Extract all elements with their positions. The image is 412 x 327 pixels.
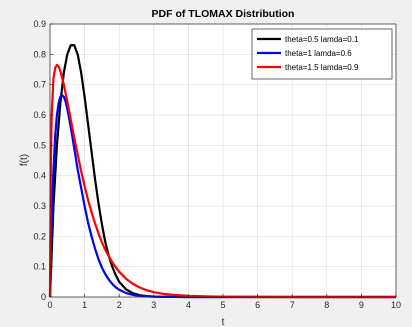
y-tick-label: 0.5: [33, 140, 46, 150]
x-tick-label: 4: [186, 300, 191, 310]
y-tick-label: 0.3: [33, 201, 46, 211]
x-tick-label: 8: [324, 300, 329, 310]
x-tick-label: 10: [391, 300, 401, 310]
x-tick-label: 9: [359, 300, 364, 310]
x-tick-label: 1: [82, 300, 87, 310]
legend: theta=0.5 lamda=0.1 theta=1 lamda=0.6 thet…: [251, 28, 393, 80]
x-tick-label: 5: [220, 300, 225, 310]
y-tick-label: 0.2: [33, 231, 46, 241]
y-tick-label: 0.4: [33, 171, 46, 181]
legend-entries: theta=0.5 lamda=0.1 theta=1 lamda=0.6 thet…: [257, 35, 359, 72]
x-tick-label: 2: [117, 300, 122, 310]
y-tick-label: 0.8: [33, 49, 46, 59]
legend-label-3: theta=1.5 lamda=0.9: [285, 63, 359, 72]
x-axis-label: t: [222, 317, 225, 327]
chart-title: PDF of TLOMAX Distribution: [152, 8, 295, 20]
y-tick-label: 0.6: [33, 110, 46, 120]
series-line-3: [48, 63, 396, 299]
y-tick-label: 0.9: [33, 19, 46, 29]
legend-label-1: theta=0.5 lamda=0.1: [285, 35, 359, 44]
x-tick-label: 6: [255, 300, 260, 310]
ticks: 0 1 2 3 4 5 6 7 8 9 10 0 0.1 0.2 0.3 0.4 0.5 0.6 0.7 0.8 0.9: [33, 19, 401, 310]
x-tick-label: 7: [290, 300, 295, 310]
x-tick-label: 3: [151, 300, 156, 310]
x-tick-label: 0: [47, 300, 52, 310]
y-axis-label: f(t): [19, 154, 30, 166]
legend-label-2: theta=1 lamda=0.6: [285, 49, 352, 58]
y-tick-label: 0.7: [33, 80, 46, 90]
y-tick-label: 0.1: [33, 262, 46, 272]
y-tick-label: 0: [41, 292, 46, 302]
